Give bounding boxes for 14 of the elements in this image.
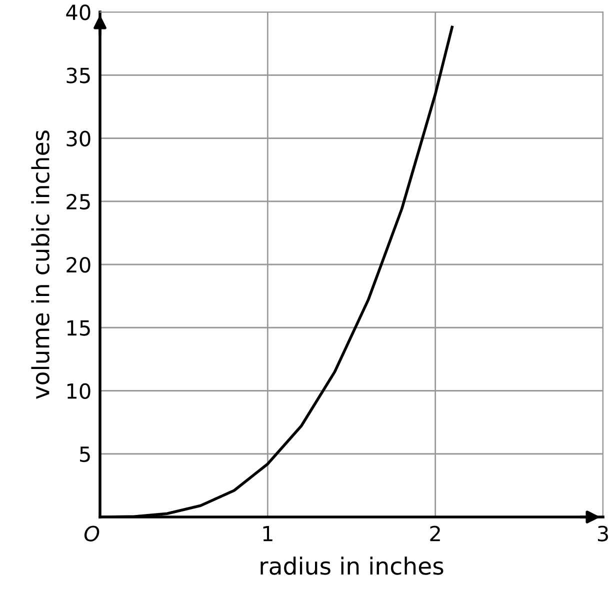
- x-axis-title: radius in inches: [260, 556, 444, 575]
- y-tick-label: 10: [67, 383, 90, 399]
- y-tick-label: 5: [80, 446, 90, 462]
- y-tick-label: 20: [66, 256, 90, 273]
- y-tick-label: 40: [66, 4, 90, 20]
- y-axis-title: volume in cubic inches: [31, 130, 50, 399]
- y-tick-label: 35: [66, 68, 90, 84]
- x-tick-label: 1: [263, 526, 272, 542]
- x-tick-label: O: [84, 526, 100, 542]
- x-tick-label: 2: [430, 526, 440, 542]
- x-tick-label: 3: [598, 526, 608, 542]
- y-tick-label: 30: [66, 130, 90, 146]
- y-tick-label: 15: [67, 320, 90, 336]
- y-tick-label: 25: [66, 194, 90, 210]
